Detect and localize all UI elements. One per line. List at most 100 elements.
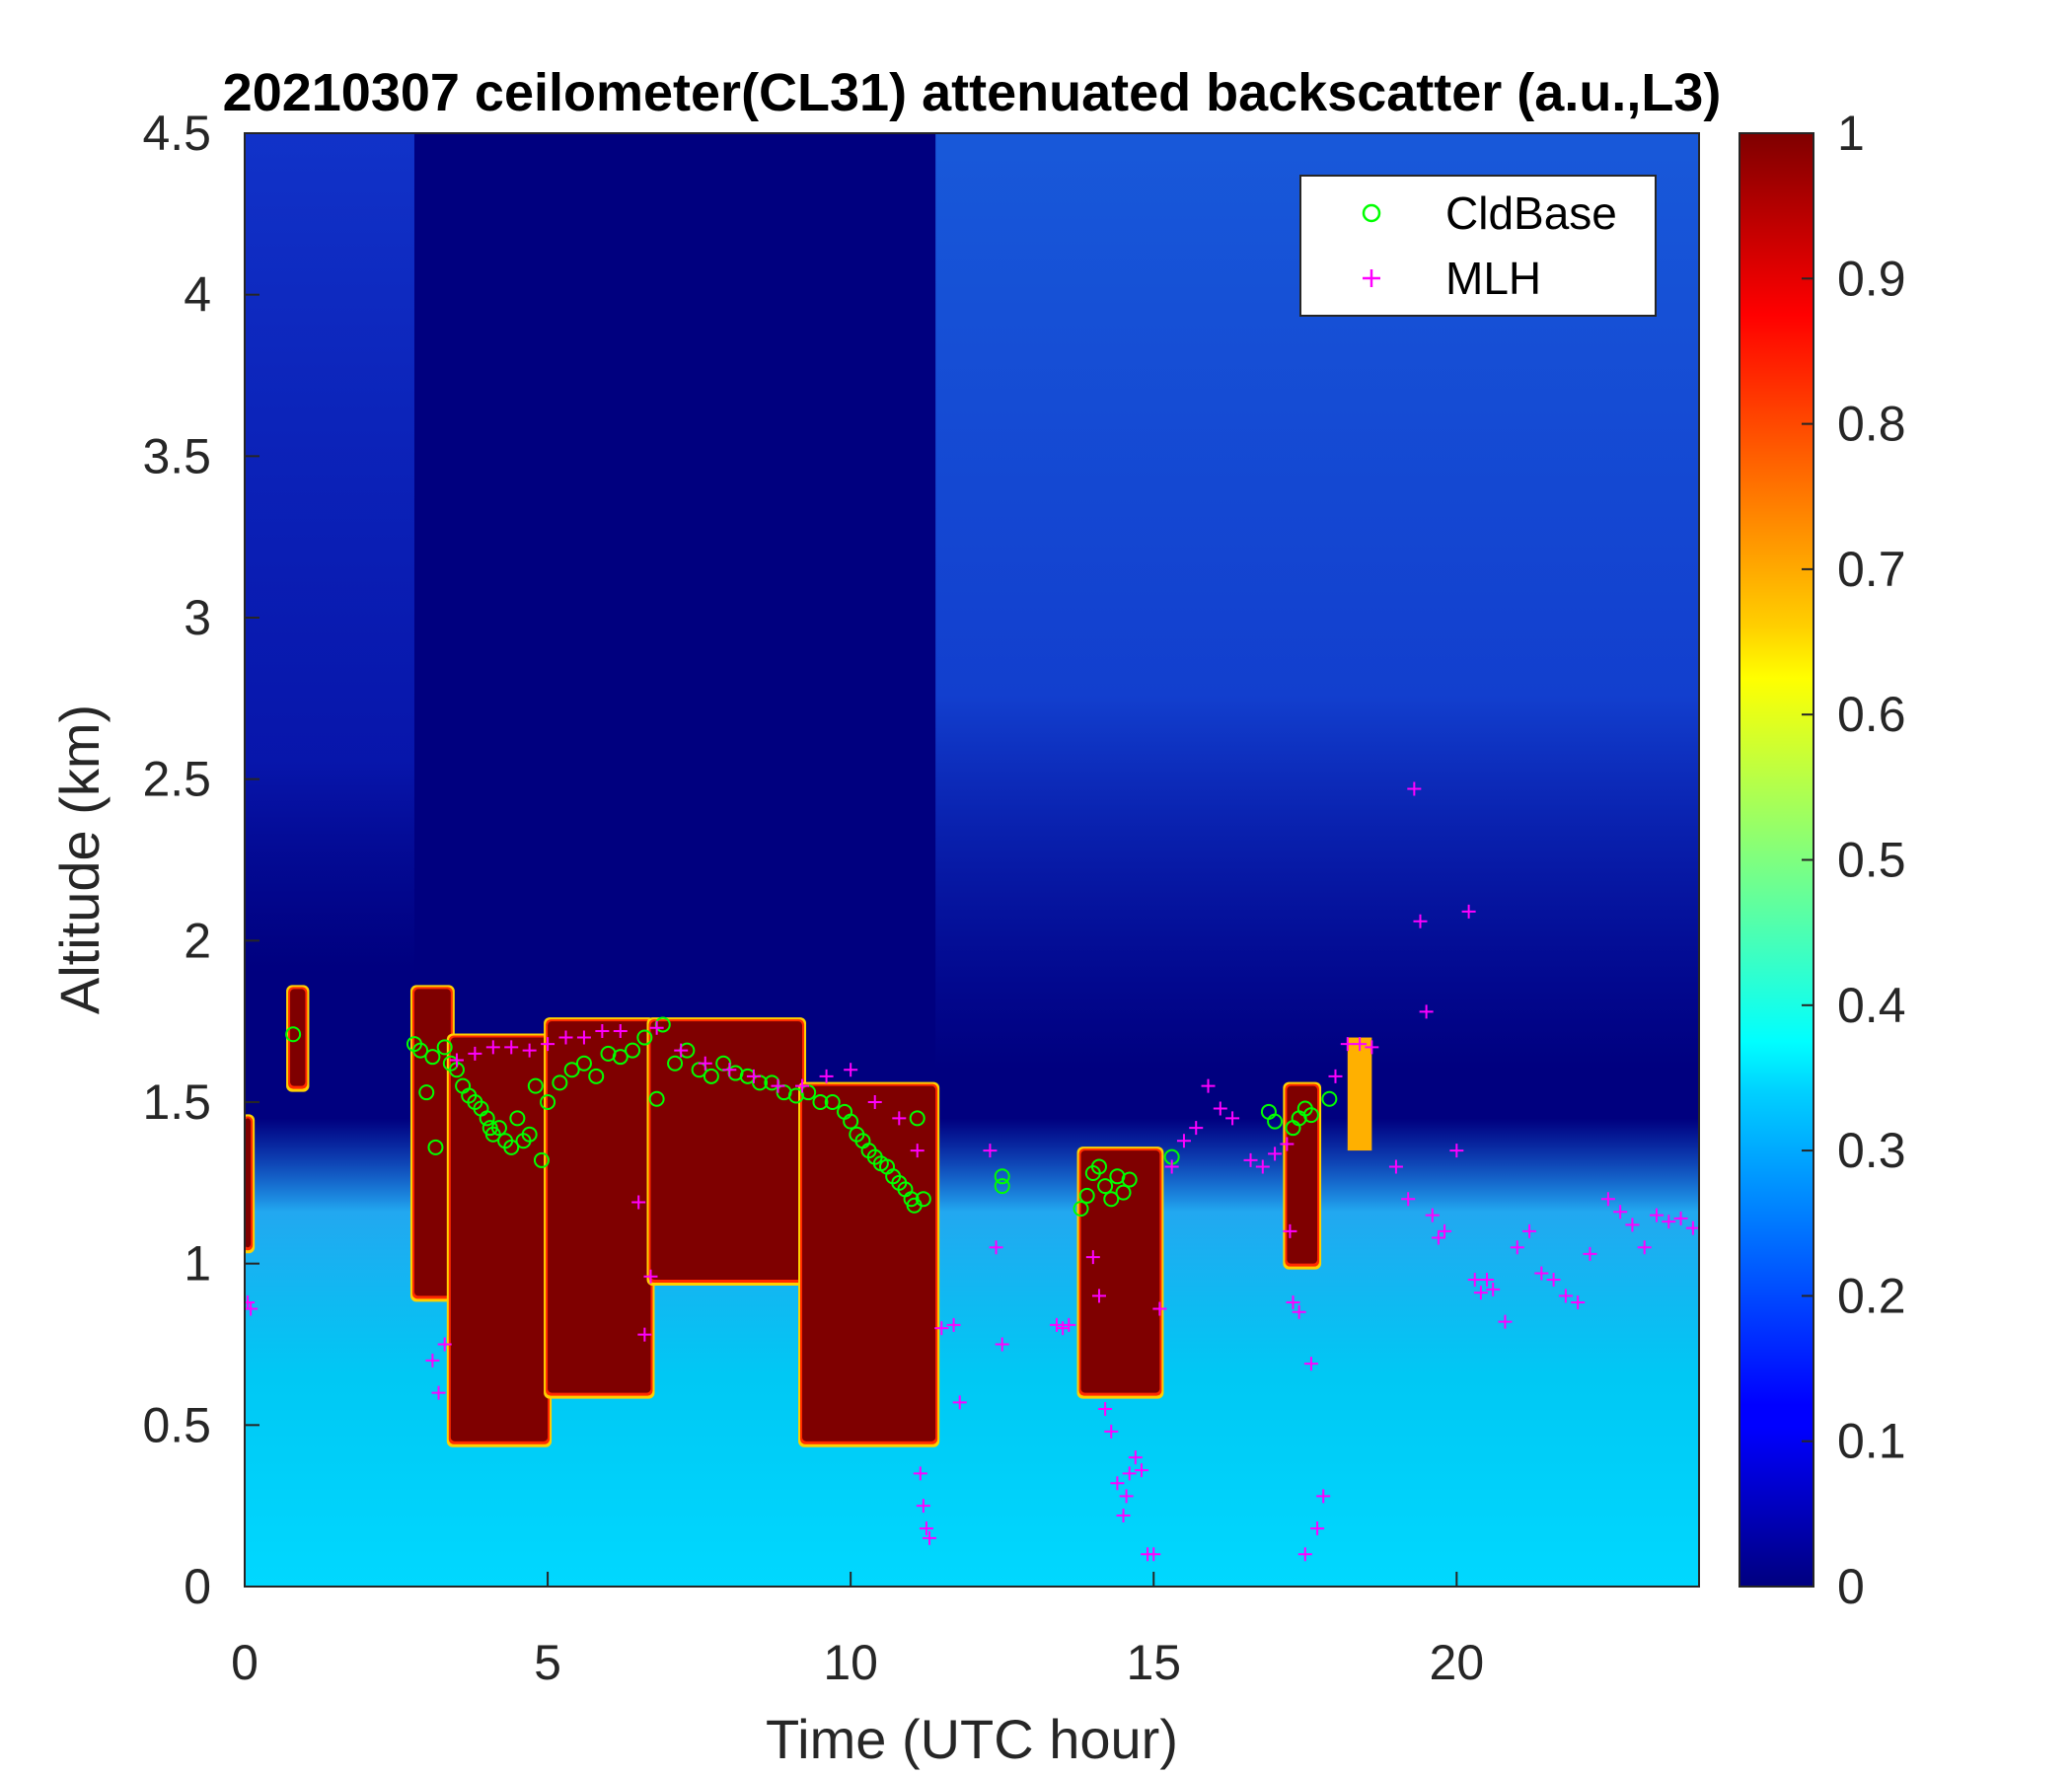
mlh-point xyxy=(983,1144,998,1158)
cloud-region xyxy=(1283,1081,1322,1270)
cloud-core xyxy=(290,989,306,1086)
mlh-point xyxy=(1189,1121,1204,1136)
mlh-point xyxy=(1407,781,1422,796)
chart-title: 20210307 ceilometer(CL31) attenuated bac… xyxy=(223,63,1722,122)
colorbar-tick-label: 0 xyxy=(1837,1559,1865,1614)
mlh-point xyxy=(934,1321,949,1336)
mlh-point xyxy=(485,1040,500,1055)
mlh-point xyxy=(1425,1208,1440,1222)
colorbar-tick-label: 0.2 xyxy=(1837,1268,1906,1323)
colorbar-tick-label: 0.3 xyxy=(1837,1123,1906,1178)
cldbase-point xyxy=(424,1049,441,1066)
mlh-point xyxy=(1116,1508,1131,1522)
mlh-point xyxy=(1662,1215,1676,1229)
mlh-point xyxy=(1280,1137,1295,1151)
cloud-core xyxy=(802,1085,936,1442)
legend-cldbase-marker xyxy=(1362,203,1381,223)
mlh-point xyxy=(245,1295,256,1309)
mlh-point xyxy=(245,1301,259,1316)
mlh-point xyxy=(910,1144,925,1158)
colorbar-tick-label: 0.6 xyxy=(1837,687,1906,742)
y-tick-label: 3 xyxy=(184,590,211,645)
mlh-point xyxy=(913,1466,927,1481)
mlh-point xyxy=(1134,1463,1148,1478)
cldbase-point xyxy=(994,1178,1010,1195)
cldbase-point xyxy=(1103,1191,1120,1208)
colorbar-tick-label: 0.1 xyxy=(1837,1414,1906,1469)
mlh-point xyxy=(1413,914,1428,928)
mlh-point xyxy=(1673,1211,1688,1225)
mlh-point xyxy=(819,1069,834,1083)
mlh-point xyxy=(1225,1111,1240,1126)
mlh-point xyxy=(989,1240,1003,1255)
mlh-point xyxy=(504,1040,519,1055)
cldbase-point xyxy=(812,1094,829,1110)
cldbase-point xyxy=(503,1139,520,1155)
mlh-point xyxy=(1255,1159,1270,1174)
cldbase-point xyxy=(1090,1158,1107,1175)
cloud-region xyxy=(1347,1037,1372,1151)
y-tick-label: 0 xyxy=(184,1559,211,1614)
mlh-point xyxy=(1600,1192,1615,1207)
colorbar-ticks: 0 0.1 0.2 0.3 0.4 0.5 0.6 0.7 0.8 0.9 1 xyxy=(1802,106,1906,1614)
cldbase-point xyxy=(436,1039,453,1056)
y-tick-label: 2 xyxy=(184,913,211,968)
cldbase-point xyxy=(909,1110,925,1127)
cldbase-point xyxy=(575,1055,592,1072)
mlh-point xyxy=(867,1095,882,1109)
cloud-core xyxy=(650,1021,803,1281)
mlh-point xyxy=(1449,1144,1464,1158)
cloud-region xyxy=(1076,1147,1164,1399)
mlh-point xyxy=(1340,1037,1355,1052)
mlh-point xyxy=(1062,1317,1076,1332)
cloud-core xyxy=(1287,1085,1318,1264)
mlh-point xyxy=(771,1078,785,1093)
cldbase-point xyxy=(612,1049,629,1066)
mlh-point xyxy=(746,1069,761,1083)
mlh-point xyxy=(1480,1273,1495,1288)
cloud-region xyxy=(245,1114,256,1254)
cldbase-point xyxy=(563,1062,580,1078)
mlh-point xyxy=(1110,1476,1125,1491)
mlh-point xyxy=(637,1327,652,1342)
y-axis-label: Altitude (km) xyxy=(48,704,111,1014)
cloud-region xyxy=(798,1081,940,1447)
cldbase-point xyxy=(1078,1187,1095,1204)
cloud-core xyxy=(1347,1037,1372,1151)
mlh-point xyxy=(1303,1357,1318,1371)
cldbase-point xyxy=(667,1055,684,1072)
cldbase-point xyxy=(479,1110,495,1127)
legend-box xyxy=(1299,175,1657,317)
cldbase-point xyxy=(509,1110,526,1127)
legend-mlh-label: MLH xyxy=(1445,253,1541,304)
y-axis: 0 0.5 1 1.5 2 2.5 3 3.5 4 4.5 xyxy=(142,106,259,1614)
mlh-point xyxy=(1098,1401,1113,1416)
mlh-point xyxy=(631,1195,646,1210)
mlh-point xyxy=(468,1046,482,1061)
mlh-point xyxy=(1049,1317,1064,1332)
mlh-point xyxy=(649,1020,664,1035)
upper-aerosol-layer xyxy=(245,133,414,974)
cldbase-point xyxy=(521,1126,538,1143)
mlh-point xyxy=(1213,1101,1227,1116)
mlh-point xyxy=(946,1317,961,1332)
mlh-point xyxy=(674,1043,689,1058)
cloud-core xyxy=(245,1118,252,1248)
mlh-point xyxy=(916,1499,930,1514)
mlh-point xyxy=(995,1337,1009,1352)
mlh-point xyxy=(595,1023,610,1038)
mlh-point xyxy=(795,1078,810,1093)
y-tick-label: 4.5 xyxy=(142,106,211,161)
mlh-point xyxy=(1286,1295,1300,1309)
mlh-point xyxy=(1310,1521,1325,1536)
y-tick-label: 3.5 xyxy=(142,428,211,483)
y-tick-label: 4 xyxy=(184,267,211,323)
cloud-core xyxy=(1080,1150,1160,1393)
mlh-point xyxy=(1283,1223,1297,1238)
cldbase-point xyxy=(490,1120,507,1137)
mlh-point xyxy=(1650,1208,1665,1222)
cldbase-point xyxy=(843,1113,859,1130)
x-axis: 0 5 10 15 20 xyxy=(231,1572,1484,1690)
mlh-point xyxy=(437,1337,452,1352)
mlh-point xyxy=(1431,1230,1445,1245)
